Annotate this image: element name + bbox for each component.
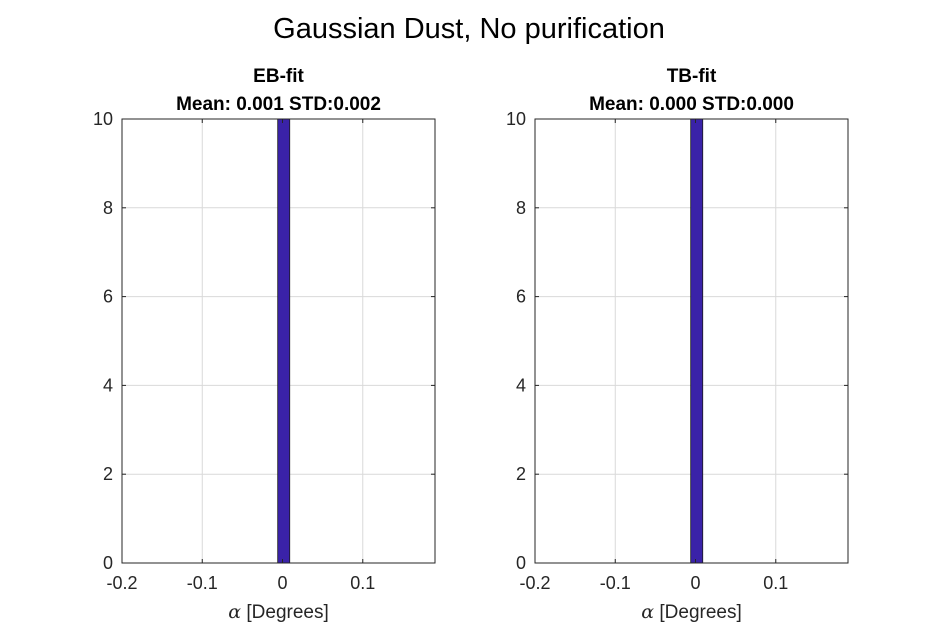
y-tick-label: 0 <box>516 553 526 573</box>
y-tick-label: 0 <box>103 553 113 573</box>
x-tick-label: 0 <box>278 573 288 593</box>
y-tick-label: 10 <box>506 109 526 129</box>
figure-title: Gaussian Dust, No purification <box>273 13 665 45</box>
axes-box <box>534 118 849 564</box>
x-axis-label: α [Degrees] <box>641 601 742 623</box>
subplot-subtitle: Mean: 0.001 STD:0.002 <box>176 94 381 115</box>
x-tick-label: 0.1 <box>763 573 788 593</box>
y-tick-label: 6 <box>516 287 526 307</box>
y-tick-label: 4 <box>516 375 526 395</box>
x-axis-label-symbol: α <box>228 601 241 623</box>
subplot-2: -0.2 -0.1 0 0.1 0 2 4 6 8 10 TB-fit Mean: 0.000 STD… <box>506 66 849 623</box>
histogram-bar <box>690 118 704 564</box>
x-tick-label: -0.2 <box>106 573 137 593</box>
y-tick-label: 4 <box>103 375 113 395</box>
y-tick-label: 2 <box>516 464 526 484</box>
x-tick-label: -0.2 <box>519 573 550 593</box>
y-tick-label: 8 <box>516 198 526 218</box>
x-tick-label: 0 <box>691 573 701 593</box>
axes-box <box>121 118 436 564</box>
subplot-title: TB-fit <box>667 66 717 87</box>
subplot-1: -0.2 -0.1 0 0.1 0 2 4 6 8 10 EB-fit Mean: 0.001 STD… <box>93 66 436 623</box>
x-axis-label-text: [Degrees] <box>654 602 742 623</box>
x-axis-label: α [Degrees] <box>228 601 329 623</box>
subplot-title: EB-fit <box>253 66 304 87</box>
x-axis-label-symbol: α <box>641 601 654 623</box>
y-tick-label: 8 <box>103 198 113 218</box>
x-tick-label: 0.1 <box>350 573 375 593</box>
histogram-bar <box>277 118 291 564</box>
x-tick-label: -0.1 <box>600 573 631 593</box>
x-tick-label: -0.1 <box>187 573 218 593</box>
y-tick-label: 2 <box>103 464 113 484</box>
x-axis-label-text: [Degrees] <box>241 602 329 623</box>
y-tick-label: 10 <box>93 109 113 129</box>
y-tick-label: 6 <box>103 287 113 307</box>
subplot-subtitle: Mean: 0.000 STD:0.000 <box>589 94 794 115</box>
